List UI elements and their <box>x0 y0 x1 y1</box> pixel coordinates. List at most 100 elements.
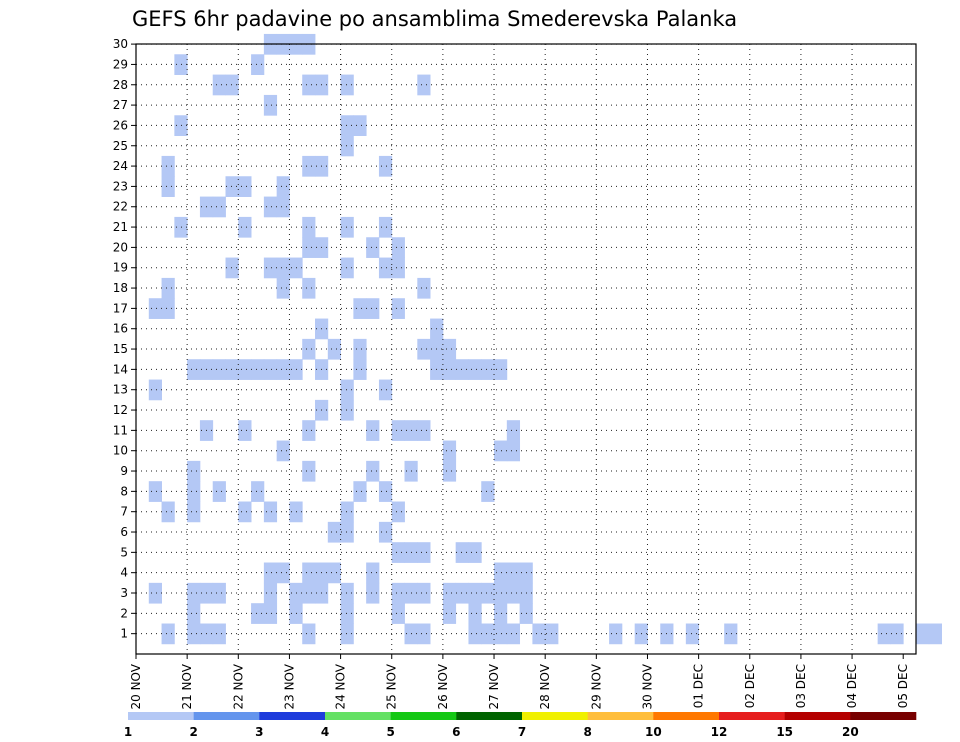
heatmap-cell <box>174 54 188 75</box>
x-tick-label: 29 NOV <box>589 663 603 709</box>
x-tick-label: 01 DEC <box>692 664 706 708</box>
heatmap-cell <box>481 623 495 645</box>
heatmap-cell <box>263 94 278 116</box>
legend-swatch <box>587 712 654 720</box>
x-tick-label: 28 NOV <box>538 663 552 709</box>
heatmap-cell <box>212 74 226 96</box>
heatmap-cell <box>442 338 457 360</box>
heatmap-cells <box>148 33 942 645</box>
heatmap-cell <box>340 603 354 624</box>
legend-swatch <box>653 712 720 720</box>
heatmap-cell <box>353 115 367 136</box>
heatmap-cell <box>391 298 405 319</box>
legend-swatch <box>193 712 260 720</box>
legend-label: 8 <box>583 725 591 739</box>
heatmap-cell <box>391 582 405 604</box>
heatmap-cell <box>148 582 162 604</box>
legend-swatch <box>325 712 391 720</box>
heatmap-cell <box>187 460 201 482</box>
heatmap-cell <box>238 420 252 441</box>
heatmap-cell <box>212 623 226 645</box>
heatmap-cell <box>340 521 354 543</box>
heatmap-cell <box>417 542 431 563</box>
x-tick-label: 30 NOV <box>640 663 654 709</box>
heatmap-cell <box>455 542 469 563</box>
legend-label: 1 <box>124 725 132 739</box>
heatmap-cell <box>378 257 393 279</box>
heatmap-cell <box>481 359 495 380</box>
y-tick-label: 20 <box>113 240 128 254</box>
heatmap-cell <box>378 155 393 177</box>
legend-swatch <box>719 712 785 720</box>
heatmap-cell <box>340 74 354 96</box>
heatmap-cell <box>251 54 265 75</box>
heatmap-cell <box>353 481 367 502</box>
heatmap-cell <box>391 420 405 441</box>
heatmap-cell <box>724 623 738 645</box>
heatmap-cell <box>366 562 380 584</box>
heatmap-cell <box>251 481 265 502</box>
x-axis: 20 NOV 21 NOV 22 NOV 23 NOV 24 NOV 25 NOV 26 N… <box>129 654 910 710</box>
heatmap-cell <box>378 521 393 543</box>
x-tick-label: 22 NOV <box>231 663 245 709</box>
heatmap-cell <box>225 359 239 380</box>
legend-label: 6 <box>452 725 460 739</box>
x-tick-label: 26 NOV <box>436 663 450 709</box>
heatmap-cell <box>212 196 226 218</box>
heatmap-cell <box>340 257 354 279</box>
y-tick-label: 15 <box>113 342 128 356</box>
heatmap-cell <box>468 603 482 624</box>
legend-label: 5 <box>386 725 394 739</box>
x-tick-label: 24 NOV <box>334 663 348 709</box>
y-tick-label: 24 <box>113 159 128 173</box>
heatmap-cell <box>468 582 482 604</box>
legend-label: 15 <box>776 725 793 739</box>
heatmap-cell <box>391 603 405 624</box>
heatmap-cell <box>468 623 482 645</box>
legend-swatch <box>390 712 457 720</box>
y-tick-label: 9 <box>120 464 128 478</box>
y-tick-label: 16 <box>113 322 128 336</box>
heatmap-cell <box>276 257 290 279</box>
y-tick-label: 29 <box>113 57 128 71</box>
heatmap-cell <box>263 582 278 604</box>
legend-label: 20 <box>842 725 859 739</box>
heatmap-cell <box>187 582 201 604</box>
legend-label: 4 <box>321 725 329 739</box>
heatmap-cell <box>366 298 380 319</box>
heatmap-cell <box>455 582 469 604</box>
heatmap-cell <box>340 115 354 136</box>
y-tick-label: 3 <box>120 586 128 600</box>
heatmap-cell <box>442 460 457 482</box>
heatmap-cell <box>340 399 354 421</box>
heatmap-cell <box>225 257 239 279</box>
y-tick-label: 1 <box>120 627 128 641</box>
heatmap-cell <box>161 155 175 177</box>
heatmap-cell <box>251 359 265 380</box>
x-tick-label: 05 DEC <box>896 664 910 708</box>
y-tick-label: 18 <box>113 281 128 295</box>
heatmap-cell <box>366 460 380 482</box>
heatmap-cell <box>494 562 508 584</box>
grid-lines <box>136 43 916 654</box>
heatmap-cell <box>276 359 290 380</box>
heatmap-cell <box>481 582 495 604</box>
y-tick-label: 30 <box>113 37 128 51</box>
heatmap-cell <box>187 359 201 380</box>
heatmap-cell <box>340 216 354 238</box>
heatmap-cell <box>468 542 482 563</box>
heatmap-cell <box>174 216 188 238</box>
heatmap-cell <box>263 196 278 218</box>
heatmap-cell <box>340 135 354 157</box>
heatmap-cell <box>340 379 354 401</box>
y-tick-label: 13 <box>113 383 128 397</box>
heatmap-cell <box>506 562 521 584</box>
heatmap-cell <box>391 237 405 258</box>
heatmap-cell <box>302 155 316 177</box>
legend-swatch <box>850 712 917 720</box>
heatmap-cell <box>340 582 354 604</box>
heatmap-cell <box>238 359 252 380</box>
heatmap-cell <box>890 623 904 645</box>
heatmap-cell <box>212 481 226 502</box>
y-tick-label: 2 <box>120 606 128 620</box>
